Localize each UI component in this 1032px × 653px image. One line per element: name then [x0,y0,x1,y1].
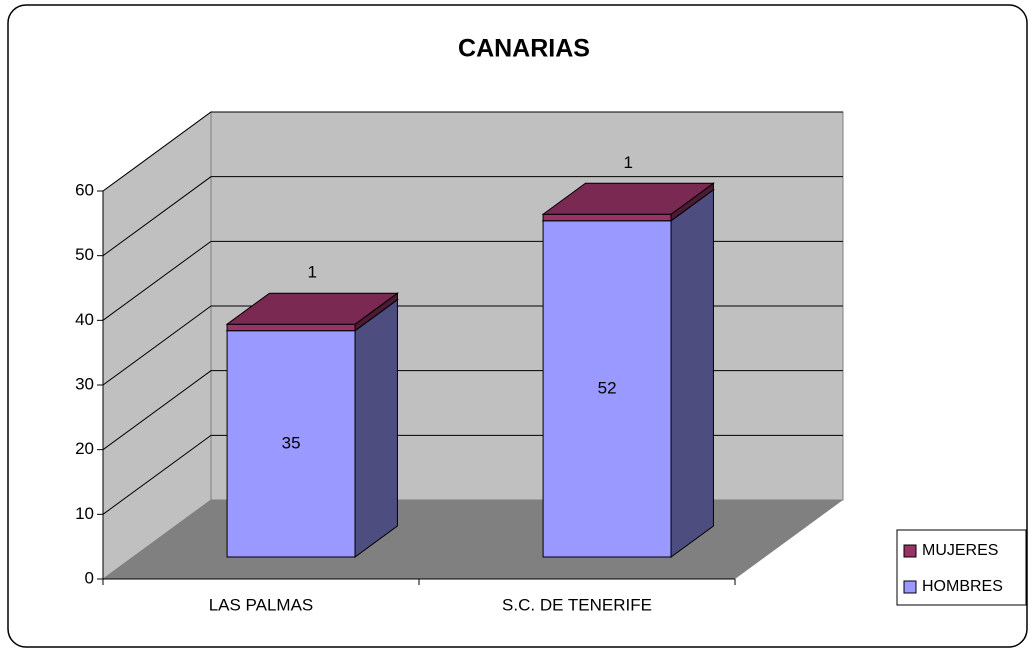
y-tick-label: 40 [75,310,94,329]
legend [896,529,1027,606]
floor [103,500,843,579]
data-label: 1 [624,153,633,172]
legend-swatch [903,544,917,558]
bar-front [226,323,356,332]
y-tick-label: 30 [75,374,94,393]
y-tick-label: 0 [85,568,94,587]
y-tick-label: 60 [75,180,94,199]
legend-label: MUJERES [922,542,998,559]
bar-front [542,213,672,222]
bar-top [541,182,715,215]
x-tick-label: S.C. DE TENERIFE [502,595,652,614]
legend-swatch [903,580,917,594]
grid-line [102,111,843,192]
data-label: 52 [598,378,617,397]
bar-side [670,188,714,558]
y-tick-label: 10 [75,504,94,523]
bar-front [226,330,356,558]
bar [541,188,715,558]
data-label: 1 [308,263,317,282]
bar-top [225,292,399,325]
bar [225,298,399,558]
bar [225,292,399,332]
bar [541,182,715,222]
data-label: 35 [282,433,301,452]
chart-title: CANARIAS [458,35,590,63]
x-tick-label: LAS PALMAS [209,595,314,614]
bar-front [542,220,672,558]
legend-label: HOMBRES [922,578,1003,595]
y-tick-label: 20 [75,439,94,458]
bar-side [354,298,398,558]
grid-line [102,176,843,257]
y-tick-label: 50 [75,245,94,264]
